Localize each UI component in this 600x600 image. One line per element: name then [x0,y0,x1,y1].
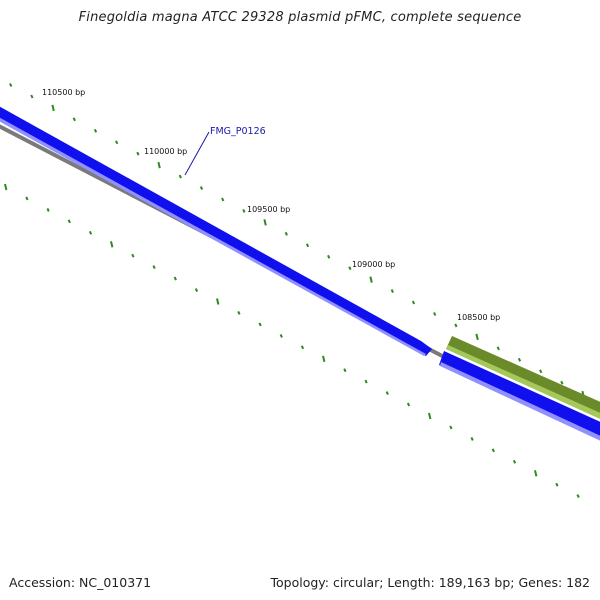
inner-tick-major [322,355,326,363]
inner-tick-minor [88,230,93,235]
outer-tick-minor [433,312,437,316]
outer-tick-minor [30,94,34,99]
map-title: Finegoldia magna ATCC 29328 plasmid pFMC… [78,10,522,25]
outer-tick-major [51,104,55,112]
inner-tick-minor [67,219,71,224]
gene-fmg-p0126[interactable] [0,104,432,356]
outer-tick-minor [560,380,564,385]
outer-tick-marks [9,83,585,398]
outer-tick-minor [390,289,394,294]
outer-tick-major [263,219,267,226]
outer-tick-minor [178,174,182,179]
gene-label[interactable]: FMG_P0126 [210,126,266,137]
inner-tick-major [534,470,538,477]
position-label-108500: 108500 bp [457,313,500,322]
outer-tick-minor [305,243,310,248]
outer-tick-minor [242,208,246,213]
outer-tick-minor [517,357,522,362]
inner-tick-minor [449,425,453,430]
position-label-110000: 110000 bp [144,147,187,156]
outer-tick-minor [93,128,98,133]
inner-tick-minor [279,333,283,338]
inner-tick-minor [173,276,177,281]
position-label-109500: 109500 bp [247,205,290,214]
inner-tick-minor [512,459,517,464]
inner-tick-minor [576,494,580,499]
outer-tick-minor [199,186,204,191]
inner-tick-minor [491,448,495,453]
inner-tick-minor [258,322,262,327]
summary-text: Topology: circular; Length: 189,163 bp; … [270,575,591,590]
inner-tick-major [110,241,114,248]
inner-tick-major [4,183,8,191]
outer-tick-minor [411,300,416,305]
inner-tick-minor [131,253,135,258]
position-label-110500: 110500 bp [42,88,85,97]
outer-tick-minor [72,117,76,122]
outer-tick-minor [496,346,500,351]
inner-tick-major [216,298,220,305]
inner-tick-minor [470,436,474,441]
inner-tick-major [428,412,432,420]
inner-tick-minor [406,402,411,407]
outer-tick-minor [348,266,352,271]
outer-tick-minor [327,254,331,259]
inner-tick-minor [194,288,199,293]
gene-forward-2[interactable] [439,351,600,443]
inner-tick-marks [4,183,580,499]
outer-tick-minor [284,231,288,236]
inner-tick-minor [555,482,559,487]
outer-tick-minor [539,369,543,374]
inner-tick-minor [152,265,156,270]
inner-tick-minor [343,368,347,373]
position-label-109000: 109000 bp [352,260,395,269]
gene-reverse-1[interactable] [446,336,600,421]
inner-tick-minor [46,207,50,212]
inner-tick-minor [364,379,368,384]
inner-tick-minor [300,345,305,350]
outer-tick-minor [9,83,13,87]
outer-tick-minor [115,140,119,145]
outer-tick-major [475,333,479,341]
outer-tick-major [157,161,161,169]
inner-tick-minor [237,310,241,315]
outer-tick-minor [136,151,140,156]
gene-label-leader [184,131,210,176]
inner-tick-minor [25,196,29,201]
outer-tick-minor [221,197,225,202]
inner-tick-minor [385,391,389,396]
outer-tick-minor [454,323,458,328]
accession-text: Accession: NC_010371 [9,575,152,590]
outer-tick-major [369,276,373,283]
